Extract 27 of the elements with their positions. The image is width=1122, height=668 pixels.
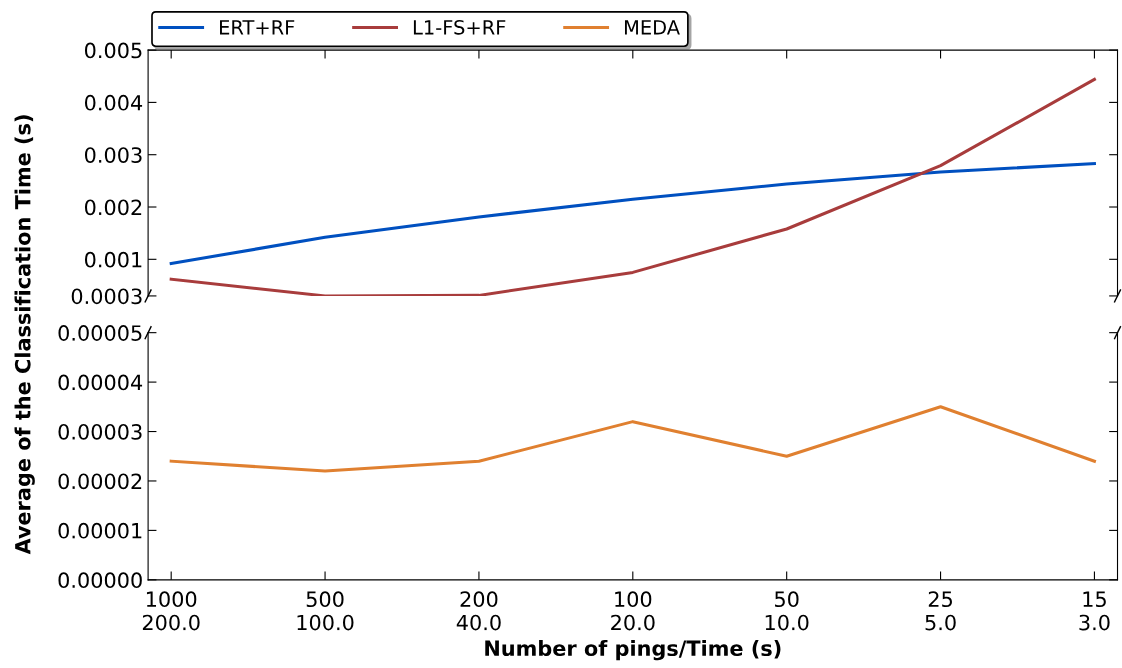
x-tick-label: 25 5.0 [925, 591, 956, 631]
x-axis-title: Number of pings/Time (s) [485, 639, 781, 661]
legend-label: ERT+RF [220, 20, 295, 35]
y-tick-label: 0.004 [84, 94, 143, 111]
y-tick-label: 0.00004 [58, 374, 143, 391]
legend-label: L1-FS+RF [413, 19, 506, 35]
x-tick-label: 100 20.0 [611, 591, 655, 631]
line-series [169, 77, 1096, 296]
y-tick-label: 0.00005 [58, 325, 142, 341]
legend-label: MEDA [624, 20, 680, 35]
x-tick-label: 15 3.0 [1079, 591, 1110, 631]
x-tick-label: 500 100.0 [297, 591, 354, 631]
y-tick-label: 0.003 [84, 147, 142, 163]
y-tick-label: 0.002 [84, 199, 142, 216]
y-axis-title: Average of the Classification Time (s) [14, 115, 35, 555]
y-tick-label: 0.00001 [58, 522, 142, 539]
y-tick-label: 0.005 [84, 42, 142, 59]
y-tick-label: 0.00003 [58, 423, 142, 440]
y-tick-label: 0.00000 [58, 572, 142, 589]
y-tick-label: 0.001 [84, 251, 142, 268]
line-series [169, 162, 1096, 266]
x-tick-label: 50 10.0 [765, 591, 809, 631]
line-series [169, 405, 1096, 473]
x-tick-label: 1000 200.0 [142, 591, 200, 631]
y-tick-label: 0.00002 [58, 473, 142, 490]
y-tick-label: 0.0003 [71, 288, 142, 305]
x-tick-label: 200 40.0 [456, 591, 501, 631]
